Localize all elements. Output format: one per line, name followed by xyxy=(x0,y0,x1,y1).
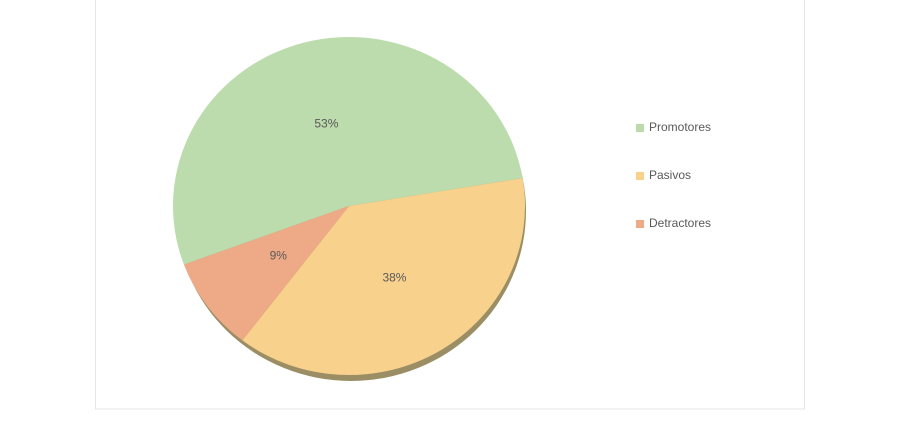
pie-slice xyxy=(242,178,525,376)
legend-swatch xyxy=(636,172,644,180)
data-label: 38% xyxy=(382,271,406,285)
data-label: 9% xyxy=(270,248,288,262)
pie-slice xyxy=(183,206,349,341)
legend-swatch xyxy=(636,220,644,228)
pie-slice xyxy=(173,37,523,265)
data-label: 53% xyxy=(314,117,338,131)
legend-label: Promotores xyxy=(649,120,711,134)
pie xyxy=(173,37,525,376)
labels: 53% 38% 9% xyxy=(270,117,407,285)
legend: Promotores Pasivos Detractores xyxy=(636,120,711,230)
legend-swatch xyxy=(636,124,644,132)
legend-label: Detractores xyxy=(649,216,711,230)
legend-label: Pasivos xyxy=(649,168,691,182)
